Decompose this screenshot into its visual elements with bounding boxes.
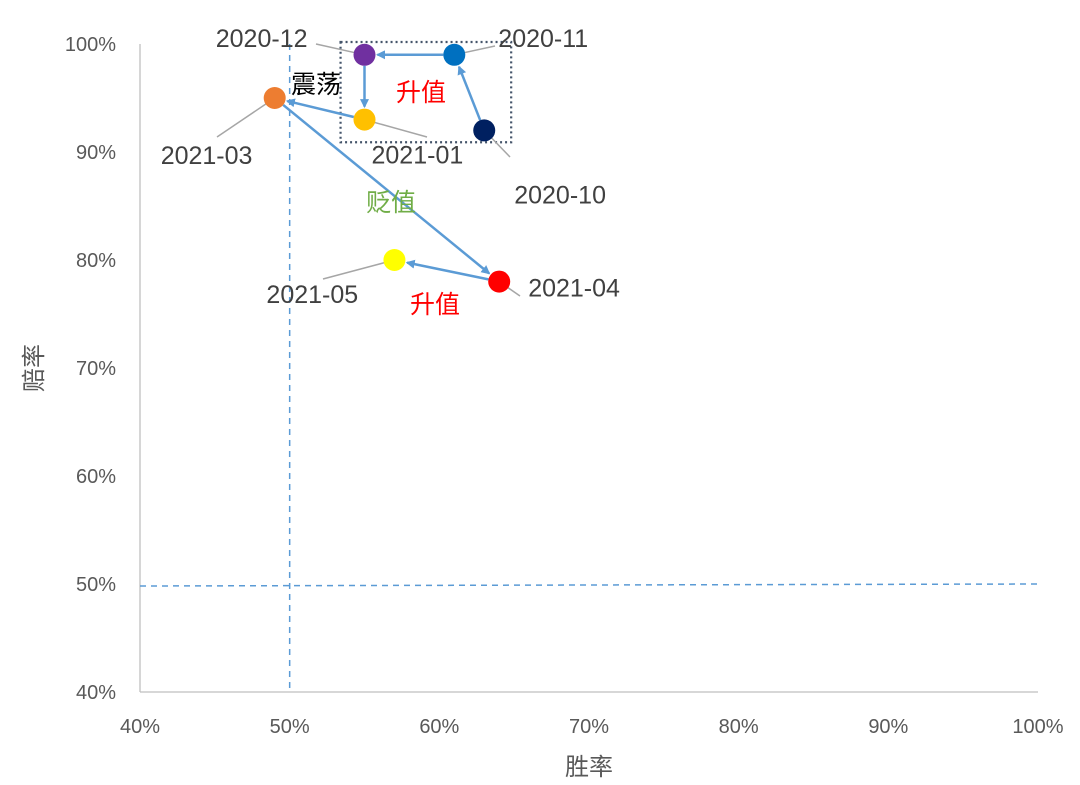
annotation: 震荡 xyxy=(291,70,341,99)
point-label: 2021-04 xyxy=(528,275,620,303)
y-tick-label: 40% xyxy=(76,682,116,704)
x-tick-label: 40% xyxy=(120,716,160,738)
y-tick-label: 90% xyxy=(76,142,116,164)
point-label: 2020-12 xyxy=(216,25,308,53)
point-2021-01 xyxy=(353,108,376,131)
point-2020-10 xyxy=(473,119,496,142)
point-label: 2021-01 xyxy=(372,142,464,170)
highlight-box xyxy=(339,40,513,144)
x-tick-label: 60% xyxy=(419,716,459,738)
leader-line xyxy=(322,259,395,280)
y-tick-label: 60% xyxy=(76,466,116,488)
y-axis-title: 赔率 xyxy=(20,344,48,392)
x-tick-label: 70% xyxy=(569,716,609,738)
x-tick-label: 90% xyxy=(868,716,908,738)
x-tick-label: 50% xyxy=(270,716,310,738)
annotation: 升值 xyxy=(396,78,446,107)
annotation: 贬值 xyxy=(366,188,416,217)
point-2021-05 xyxy=(383,249,406,271)
point-2020-12 xyxy=(353,43,376,66)
annotation: 升值 xyxy=(410,290,460,319)
point-label: 2021-05 xyxy=(266,281,358,309)
y-tick-label: 100% xyxy=(65,34,116,56)
path-arrow xyxy=(285,98,355,119)
x-tick-label: 80% xyxy=(719,716,759,738)
y-tick-label: 50% xyxy=(76,574,116,596)
path-arrow xyxy=(282,103,491,275)
horizontal-reference-line xyxy=(139,583,1039,587)
point-2021-04 xyxy=(488,270,511,293)
x-axis-title: 胜率 xyxy=(565,753,613,781)
point-label: 2020-11 xyxy=(498,25,588,53)
point-2020-11 xyxy=(443,43,466,66)
y-tick-label: 70% xyxy=(76,358,116,380)
point-label: 2021-03 xyxy=(161,142,253,170)
leader-line xyxy=(216,97,276,138)
x-tick-label: 100% xyxy=(1012,716,1063,738)
y-tick-label: 80% xyxy=(76,250,116,272)
point-label: 2020-10 xyxy=(514,181,606,209)
point-2021-03 xyxy=(263,87,286,109)
path-arrow xyxy=(405,259,489,281)
path-arrow xyxy=(457,65,482,121)
